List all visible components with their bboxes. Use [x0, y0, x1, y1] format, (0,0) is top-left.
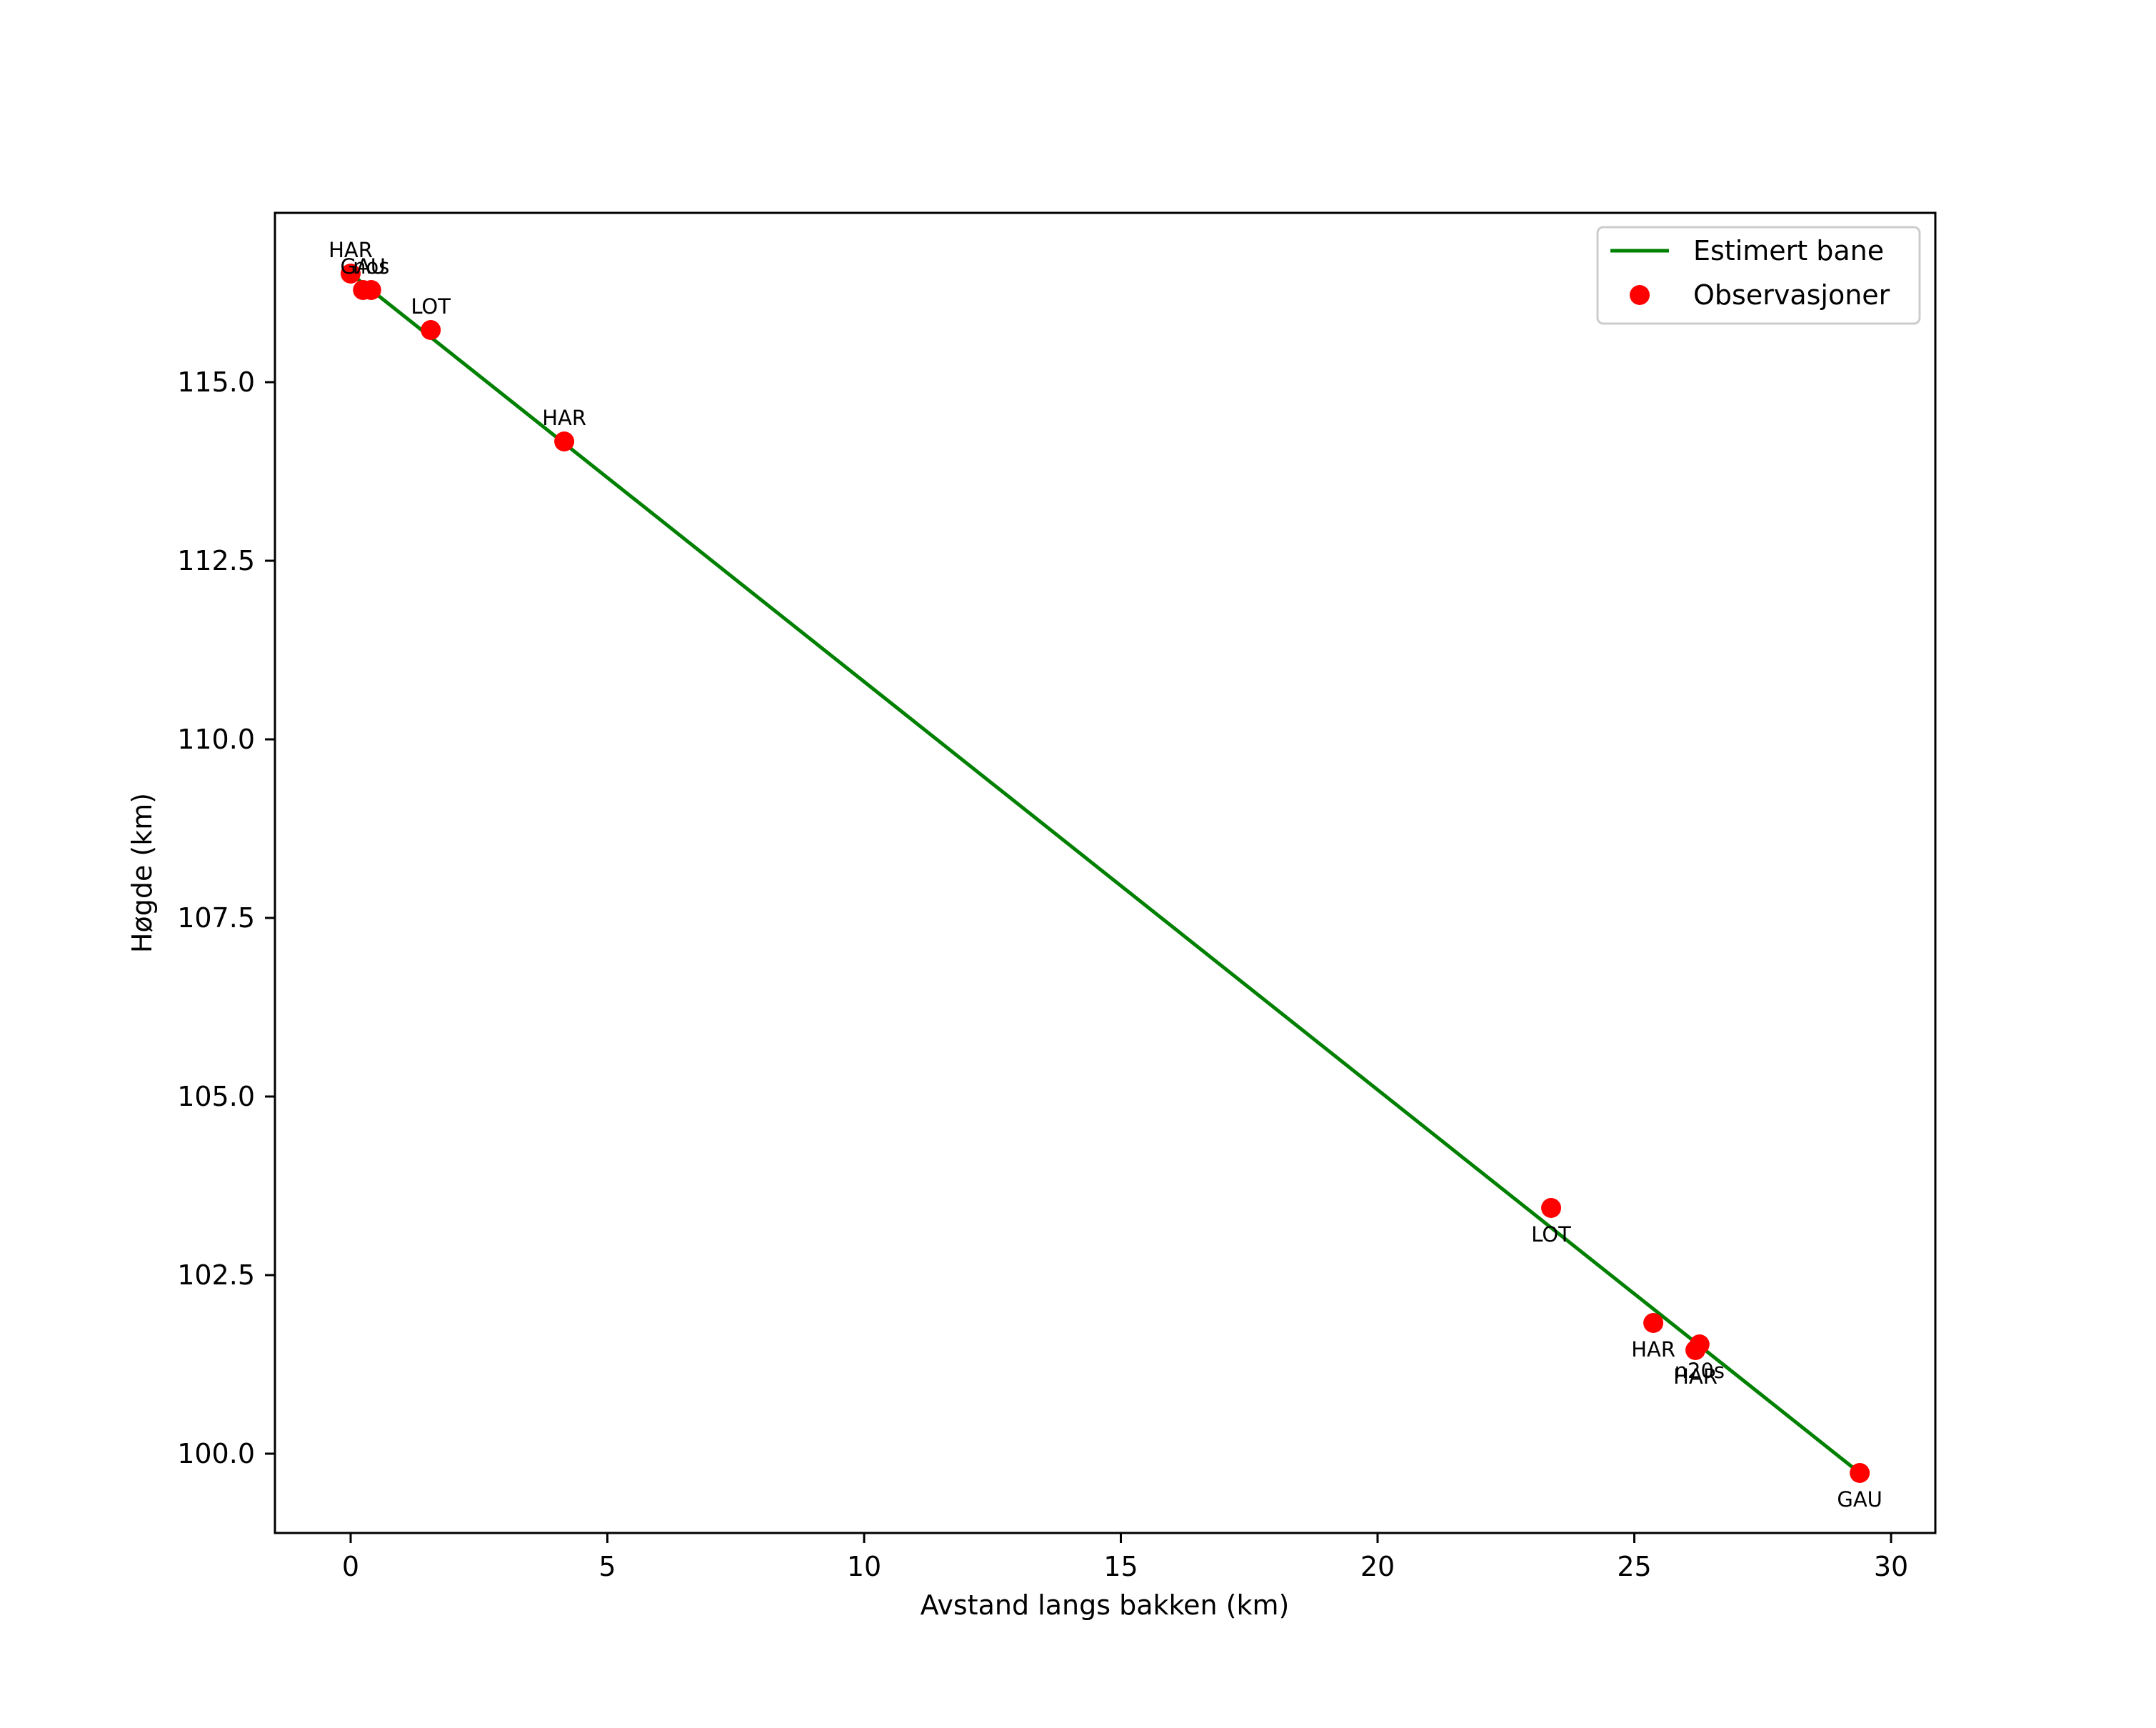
observation-label: HAR: [1673, 1364, 1718, 1389]
observation-label: LOT: [1531, 1222, 1571, 1247]
observation-label: HAR: [1631, 1337, 1675, 1362]
y-tick-label: 107.5: [177, 902, 255, 934]
series-layer: [341, 264, 1870, 1483]
legend-box: [1596, 226, 1921, 325]
observation-label: GAU: [340, 254, 386, 279]
observation-label: nos: [353, 254, 389, 279]
x-tick-label: 15: [1103, 1551, 1138, 1582]
observation-label: n20s: [1675, 1359, 1725, 1383]
y-tick-label: 112.5: [177, 545, 255, 576]
y-tick-label: 110.0: [177, 724, 255, 755]
observation-point: [341, 264, 361, 284]
observation-point: [1850, 1463, 1870, 1483]
observation-label: HAR: [542, 406, 586, 430]
observation-label: HAR: [329, 238, 373, 262]
observation-point: [1643, 1313, 1664, 1333]
observation-point: [1689, 1334, 1710, 1354]
legend-label-estimert-bane: Estimert bane: [1693, 235, 1884, 266]
observation-point: [554, 431, 575, 451]
x-axis-ticks: 0 5 10 15 20 25 30: [342, 1533, 1908, 1582]
axes-frame: [274, 211, 1937, 1534]
x-tick-label: 30: [1874, 1551, 1908, 1582]
observation-label: GAU: [1837, 1487, 1882, 1512]
x-tick-label: 0: [342, 1551, 359, 1582]
y-tick-label: 115.0: [177, 366, 255, 398]
observation-point: [361, 280, 381, 300]
legend: Estimert bane Observasjoner: [1596, 226, 1921, 325]
y-axis-ticks: 100.0 102.5 105.0 107.5 110.0 112.5 115.0: [177, 366, 275, 1469]
x-tick-label: 25: [1617, 1551, 1651, 1582]
x-tick-label: 5: [598, 1551, 616, 1582]
legend-dot-swatch-icon: [1630, 285, 1650, 305]
y-tick-label: 102.5: [177, 1259, 255, 1291]
legend-label-observasjoner: Observasjoner: [1693, 279, 1890, 311]
observation-point: [1541, 1198, 1562, 1218]
y-tick-label: 105.0: [177, 1081, 255, 1112]
y-axis-label: Høgde (km): [126, 793, 158, 953]
y-tick-label: 100.0: [177, 1438, 255, 1469]
estimated-trajectory-line: [349, 272, 1861, 1474]
observation-point: [421, 320, 441, 340]
x-axis-label: Avstand langs bakken (km): [921, 1589, 1290, 1621]
x-tick-label: 20: [1360, 1551, 1395, 1582]
x-tick-label: 10: [847, 1551, 881, 1582]
observation-label: LOT: [411, 294, 451, 319]
